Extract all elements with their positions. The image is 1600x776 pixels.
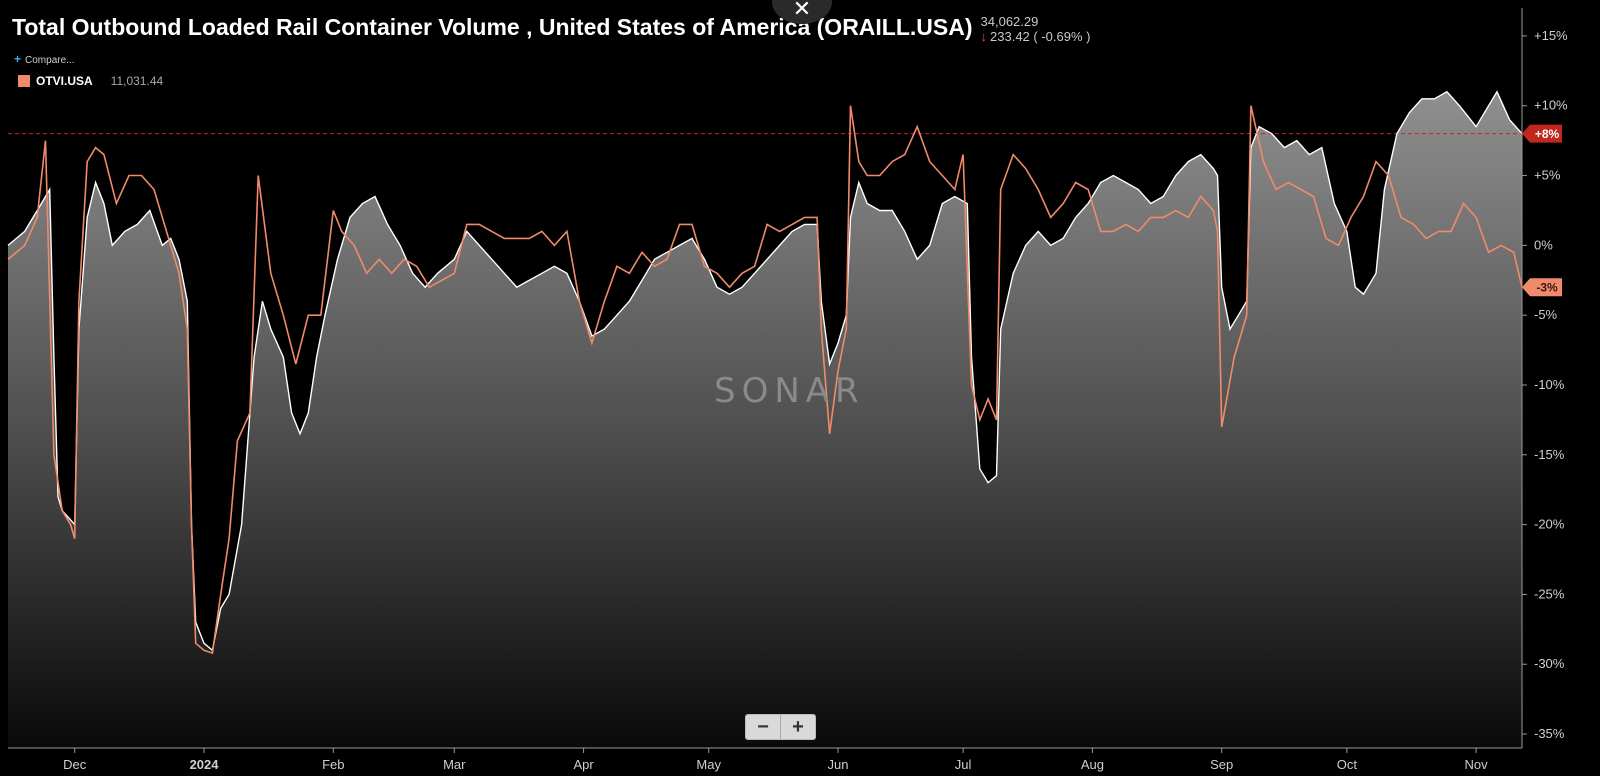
area-layer bbox=[8, 91, 1522, 749]
value-badge bbox=[1522, 124, 1562, 143]
y-tick-label: -10% bbox=[1534, 377, 1565, 392]
y-tick-label: +10% bbox=[1534, 98, 1568, 113]
series-area-oraill-usa bbox=[8, 91, 1522, 749]
zoom-controls: − + bbox=[745, 714, 816, 740]
y-tick-label: +15% bbox=[1534, 28, 1568, 43]
x-tick-label: Nov bbox=[1465, 757, 1489, 772]
y-tick-label: -20% bbox=[1534, 517, 1565, 532]
value-badge bbox=[1522, 278, 1562, 297]
quote-price: 34,062.29 bbox=[980, 14, 1039, 29]
close-icon: ✕ bbox=[792, 0, 812, 21]
y-tick-label: 0% bbox=[1534, 237, 1553, 252]
y-tick-label: +5% bbox=[1534, 168, 1561, 183]
legend-swatch bbox=[18, 75, 30, 87]
y-tick-label: -35% bbox=[1534, 726, 1565, 741]
y-tick-label: -15% bbox=[1534, 447, 1565, 462]
line-layer bbox=[7, 90, 1523, 655]
x-tick-label: 2024 bbox=[190, 757, 220, 772]
value-badge-label: -3% bbox=[1536, 281, 1558, 295]
compare-button[interactable]: + Compare... bbox=[14, 52, 74, 66]
legend-value: 11,031.44 bbox=[110, 74, 164, 88]
x-tick-label: Sep bbox=[1210, 757, 1233, 772]
legend-name: OTVI.USA bbox=[36, 74, 93, 88]
quote-change-value: 233.42 ( -0.69% ) bbox=[990, 29, 1091, 44]
y-tick-label: -5% bbox=[1534, 307, 1558, 322]
down-arrow-icon: ↓ bbox=[980, 29, 988, 44]
legend-item-otvi[interactable]: OTVI.USA 11,031.44 bbox=[18, 74, 163, 88]
x-tick-label: Mar bbox=[443, 757, 466, 772]
quote: 34,062.29 ↓ 233.42 ( -0.69% ) bbox=[981, 14, 1091, 44]
y-tick-label: -25% bbox=[1534, 586, 1565, 601]
x-tick-label: Jun bbox=[828, 757, 849, 772]
zoom-out-button[interactable]: − bbox=[757, 715, 769, 738]
x-tick-label: Aug bbox=[1081, 757, 1104, 772]
x-tick-label: Dec bbox=[63, 757, 87, 772]
badge-layer: +8% -3% bbox=[1522, 124, 1562, 297]
plus-icon: + bbox=[14, 52, 22, 66]
x-tick-label: May bbox=[696, 757, 721, 772]
x-tick-label: Jul bbox=[955, 757, 972, 772]
value-badge-label: +8% bbox=[1535, 127, 1560, 141]
compare-label: Compare... bbox=[25, 55, 75, 66]
zoom-in-button[interactable]: + bbox=[780, 715, 815, 739]
sonar-watermark: SONAR bbox=[714, 371, 865, 411]
x-tick-label: Feb bbox=[322, 757, 344, 772]
axis-layer: +15% +10% +5% 0% -5% -10% -15% -20% -25% -30% -35%… bbox=[8, 8, 1568, 772]
x-tick-label: Apr bbox=[573, 757, 594, 772]
quote-change: ↓ 233.42 ( -0.69% ) bbox=[981, 29, 1091, 44]
x-tick-label: Oct bbox=[1337, 757, 1358, 772]
y-tick-label: -30% bbox=[1534, 656, 1565, 671]
series-line-otvi-usa bbox=[7, 105, 1523, 655]
